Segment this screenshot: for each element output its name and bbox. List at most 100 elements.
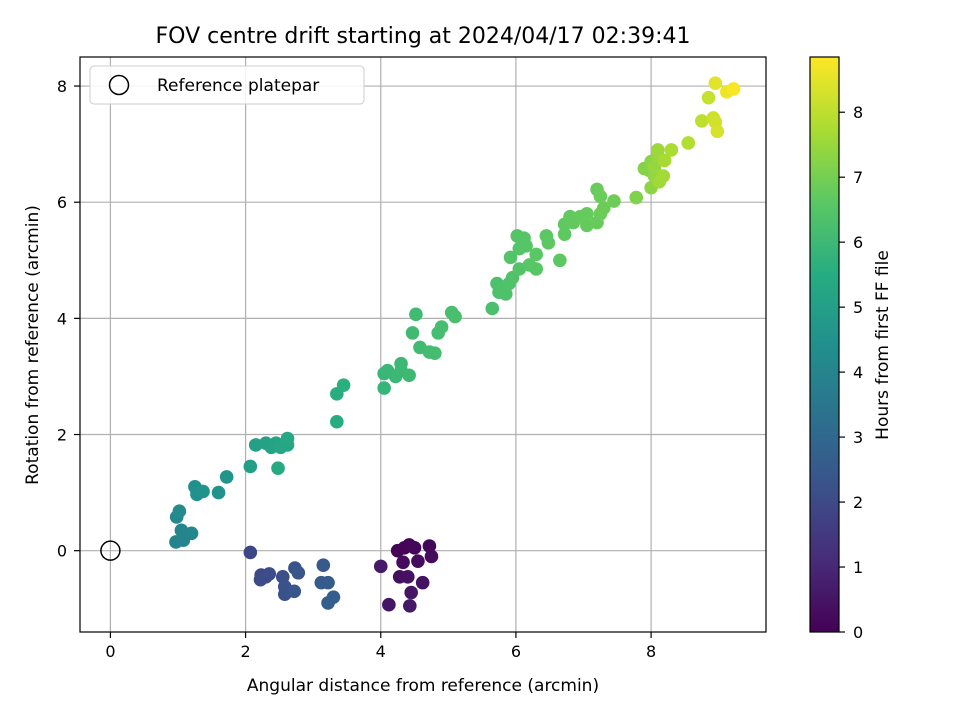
colorbar-tick-label: 0 [853,623,863,642]
colorbar-tick-label: 3 [853,428,863,447]
data-point [405,326,420,340]
data-point [403,599,417,613]
x-tick-label: 6 [511,642,521,661]
data-point [271,461,285,476]
data-point [400,570,415,584]
data-point [529,247,544,262]
data-point [422,539,437,553]
legend-box [89,65,365,105]
data-point [280,431,295,446]
data-point [321,575,335,590]
data-point [541,236,556,250]
data-point [708,76,723,90]
data-point [184,526,199,541]
y-tick-label: 6 [57,193,67,212]
data-point [657,153,672,168]
data-point [211,485,226,500]
data-point [607,194,621,208]
data-point [411,554,425,568]
data-point [243,459,258,474]
data-point [330,414,344,429]
data-point [651,143,665,157]
colorbar-tick-label: 7 [853,168,863,187]
colorbar-tick-label: 1 [853,558,863,577]
y-axis-label: Rotation from reference (arcmin) [23,205,43,485]
data-point [428,346,442,361]
data-point [404,585,418,600]
colorbar [809,56,840,633]
data-point [710,124,725,139]
colorbar-label: Hours from first FF file [873,250,893,440]
x-tick-label: 2 [240,642,250,661]
legend: Reference platepar [89,65,365,105]
colorbar-tick-label: 2 [853,493,863,512]
data-point [409,307,423,322]
reference-point [100,540,121,561]
data-point [701,90,716,105]
data-point [694,114,709,128]
legend-label: Reference platepar [157,76,319,96]
data-point [196,484,210,499]
data-point [172,504,187,518]
x-axis-label: Angular distance from reference (arcmin) [247,676,599,696]
data-point [434,320,449,334]
colorbar-ticks: 0 1 2 3 4 5 6 7 8 [839,103,863,642]
data-point [498,287,513,301]
y-tick-label: 8 [57,77,67,96]
grid-lines [80,57,766,632]
data-point [553,253,567,268]
data-point [396,555,410,570]
y-tick-label: 4 [57,309,67,328]
reference-marker [100,540,121,561]
data-point [407,540,422,555]
data-point [316,558,331,573]
data-point [664,143,679,157]
data-point [402,368,416,383]
data-point [593,189,608,204]
x-tick-label: 0 [105,642,115,661]
data-point [596,201,611,215]
x-tick-label: 4 [376,642,386,661]
data-point [336,378,351,392]
plot-frame [79,56,767,633]
x-axis-ticks: 0 2 4 6 8 [105,632,656,661]
y-tick-label: 0 [57,542,67,561]
data-point [726,82,741,96]
data-point [377,381,391,395]
data-point [415,575,430,590]
data-point [503,250,518,265]
y-tick-label: 2 [57,426,67,445]
data-point [580,207,594,221]
data-point [519,238,533,253]
data-point [647,160,662,175]
colorbar-tick-label: 5 [853,298,863,317]
x-tick-label: 8 [646,642,656,661]
data-point [219,470,234,484]
data-point [373,559,388,574]
colorbar-tick-label: 6 [853,233,863,252]
data-point [557,227,572,241]
data-point [262,567,277,581]
data-point [424,549,439,564]
data-point [485,301,500,316]
colorbar-tick-label: 8 [853,103,863,122]
data-point [243,545,258,560]
data-point [529,262,544,276]
colorbar-tick-label: 4 [853,363,863,382]
y-axis-ticks: 0 2 4 6 8 [57,77,80,561]
data-point [248,438,263,452]
data-point [321,596,335,610]
data-point [382,597,396,612]
chart-title: FOV centre drift starting at 2024/04/17 … [156,24,691,49]
data-point [629,190,644,205]
data-point [448,309,462,324]
legend-reference-marker [108,74,130,96]
data-point [656,169,671,183]
data-points [169,76,741,613]
data-point [681,136,696,150]
data-point [287,584,302,599]
data-point [291,565,306,580]
